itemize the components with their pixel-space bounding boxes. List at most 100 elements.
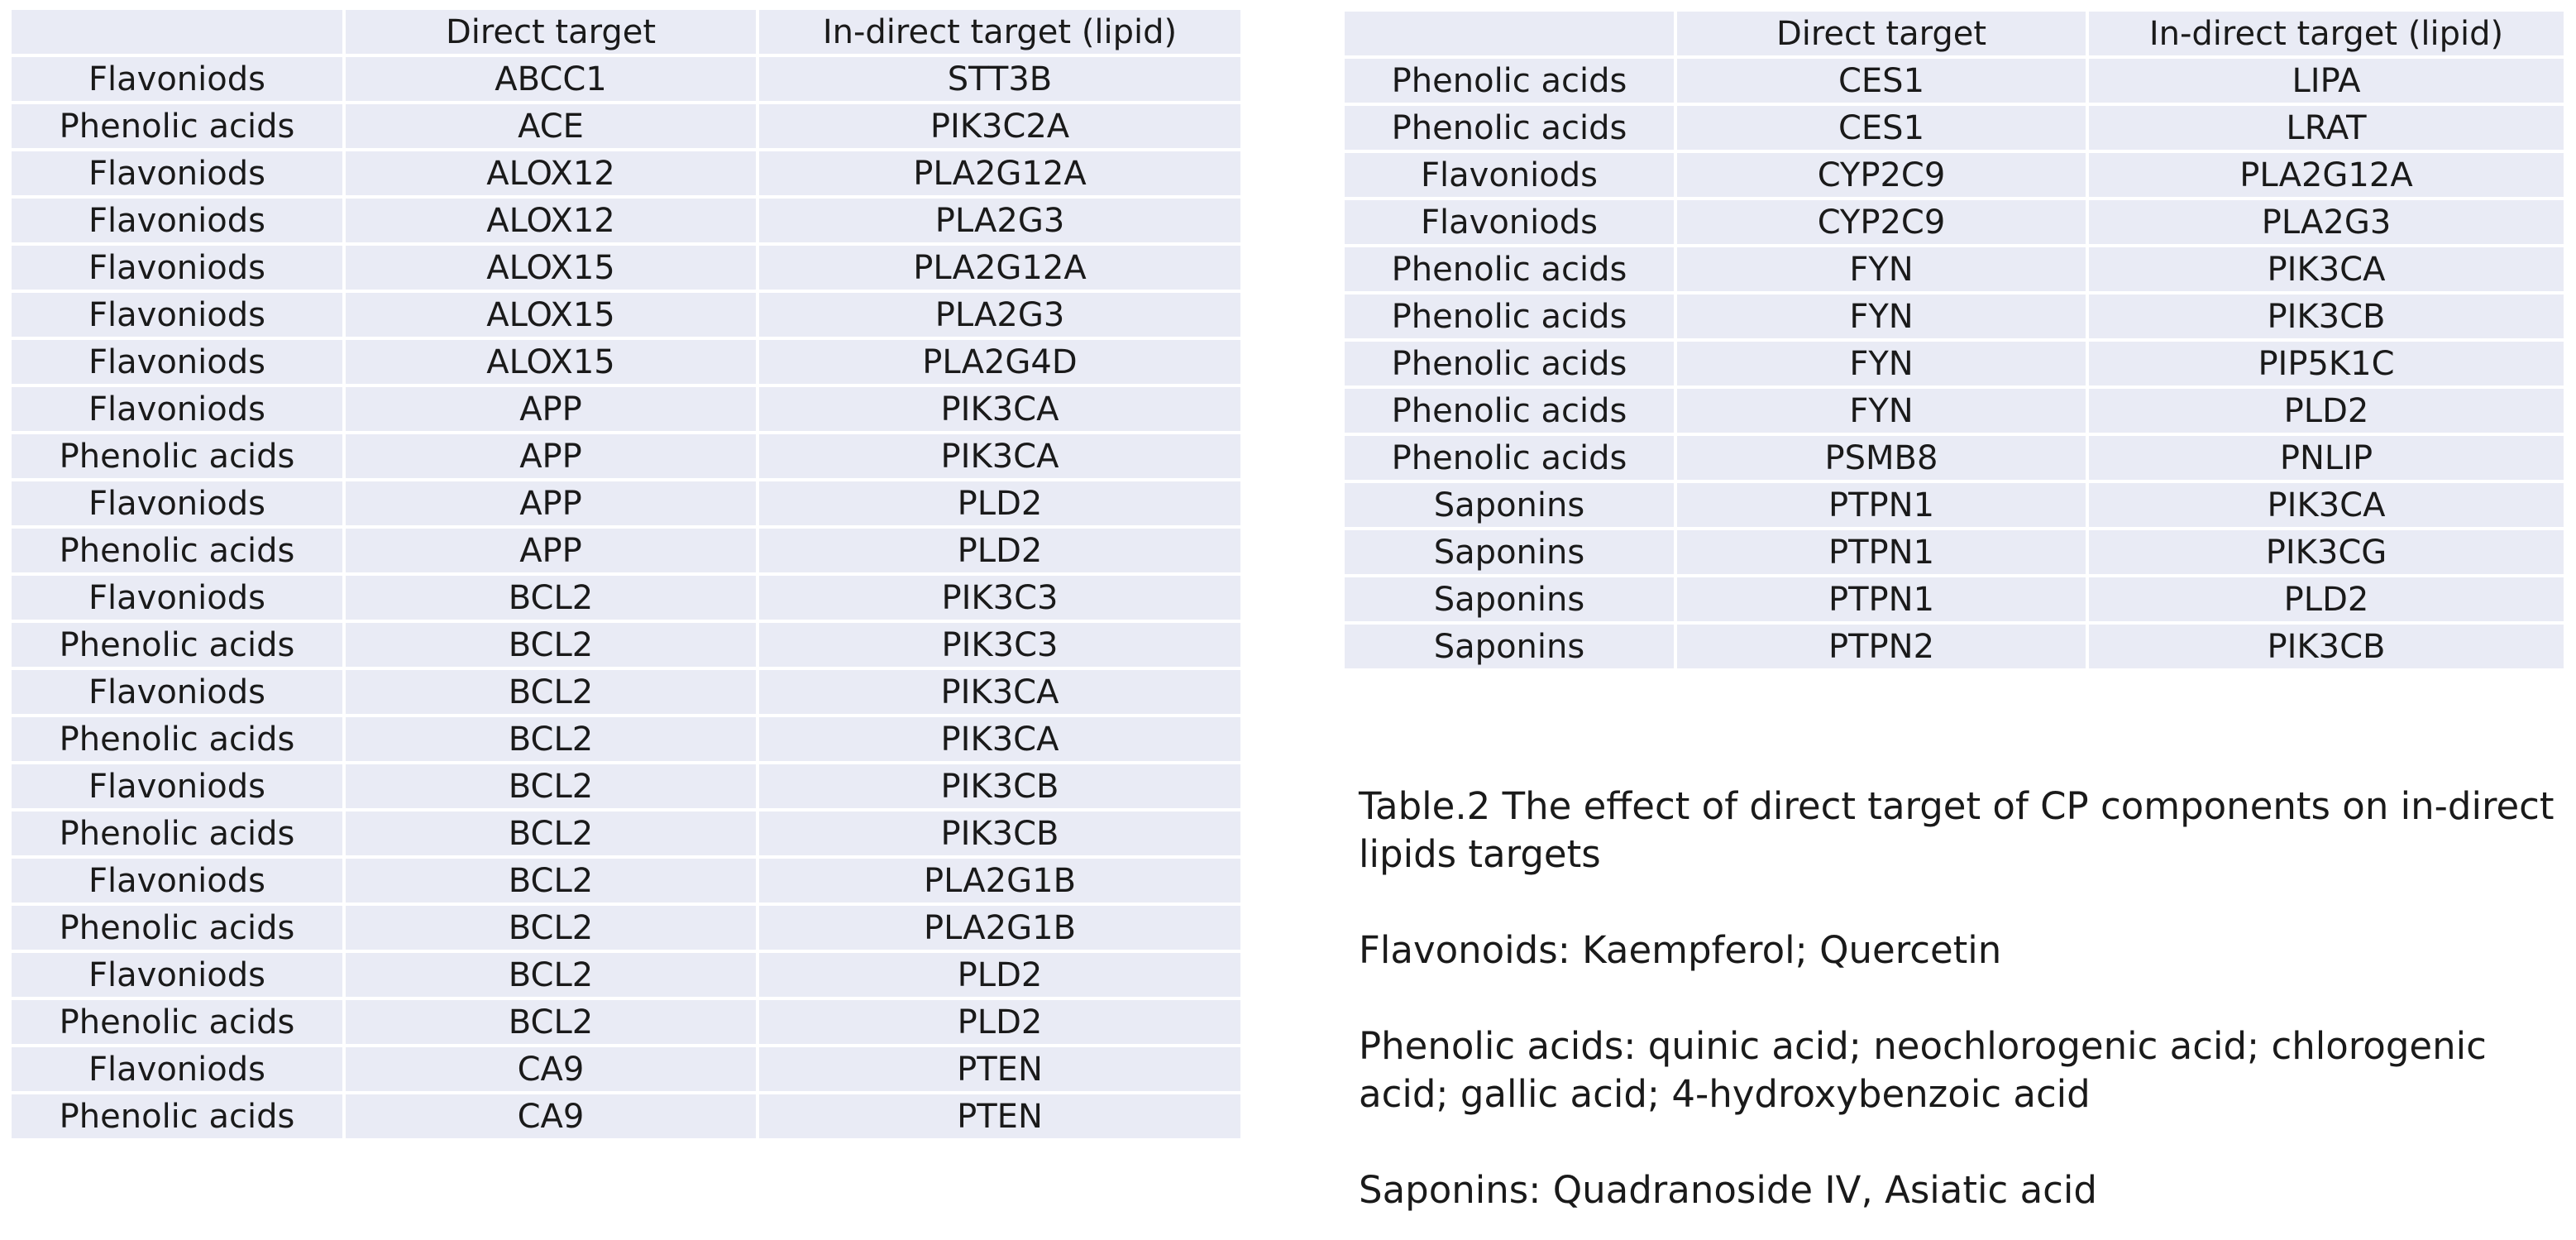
- component-cell: Saponins: [1341, 574, 1677, 625]
- component-cell: Phenolic acids: [1341, 103, 1677, 153]
- component-cell: Phenolic acids: [1341, 433, 1677, 483]
- table-row: Phenolic acids FYN PLD2: [1341, 385, 2567, 436]
- indirect-target-cell: PIP5K1C: [2086, 338, 2567, 389]
- table-row: Flavoniods BCL2 PLD2: [8, 950, 1244, 1000]
- table-row: Flavoniods APP PIK3CA: [8, 384, 1244, 434]
- table-row: Phenolic acids ACE PIK3C2A: [8, 101, 1244, 151]
- component-cell: Flavoniods: [8, 242, 346, 293]
- table-row: Flavoniods ALOX12 PLA2G12A: [8, 148, 1244, 199]
- indirect-target-cell: PIK3CA: [756, 384, 1244, 434]
- direct-target-cell: FYN: [1674, 385, 2089, 436]
- direct-target-cell: BCL2: [342, 902, 759, 953]
- direct-target-cell: ALOX15: [342, 337, 759, 387]
- component-cell: Phenolic acids: [1341, 385, 1677, 436]
- direct-target-cell: APP: [342, 525, 759, 576]
- table-row: Phenolic acids BCL2 PIK3C3: [8, 620, 1244, 670]
- component-cell: Saponins: [1341, 480, 1677, 530]
- direct-target-cell: BCL2: [342, 950, 759, 1000]
- component-cell: Flavoniods: [8, 195, 346, 246]
- component-cell: Flavoniods: [8, 572, 346, 623]
- table-row: Phenolic acids BCL2 PIK3CA: [8, 714, 1244, 764]
- component-cell: Flavoniods: [8, 478, 346, 529]
- table-row: Phenolic acids CES1 LIPA: [1341, 55, 2567, 106]
- table-row: Flavoniods BCL2 PIK3CA: [8, 667, 1244, 717]
- component-cell: Flavoniods: [8, 950, 346, 1000]
- indirect-target-cell: PLA2G12A: [2086, 150, 2567, 200]
- direct-target-cell: PTPN1: [1674, 480, 2089, 530]
- direct-target-cell: BCL2: [342, 997, 759, 1047]
- component-cell: Flavoniods: [1341, 197, 1677, 247]
- indirect-target-cell: PIK3CA: [2086, 480, 2567, 530]
- indirect-target-cell: PLD2: [756, 997, 1244, 1047]
- indirect-target-cell: PLD2: [2086, 574, 2567, 625]
- direct-target-cell: FYN: [1674, 244, 2089, 294]
- indirect-target-cell: LIPA: [2086, 55, 2567, 106]
- component-cell: Flavoniods: [8, 855, 346, 906]
- component-cell: Flavoniods: [8, 384, 346, 434]
- direct-target-cell: BCL2: [342, 808, 759, 859]
- indirect-target-cell: PIK3CB: [756, 808, 1244, 859]
- component-cell: Flavoniods: [8, 148, 346, 199]
- direct-target-cell: ALOX15: [342, 290, 759, 340]
- table-row: Flavoniods ALOX12 PLA2G3: [8, 195, 1244, 246]
- table-row: Flavoniods ALOX15 PLA2G12A: [8, 242, 1244, 293]
- indirect-target-cell: PTEN: [756, 1044, 1244, 1094]
- column-header: Direct target: [342, 7, 759, 57]
- indirect-target-cell: PLD2: [756, 478, 1244, 529]
- direct-target-cell: BCL2: [342, 620, 759, 670]
- direct-target-cell: FYN: [1674, 338, 2089, 389]
- table-row: Phenolic acids BCL2 PLD2: [8, 997, 1244, 1047]
- indirect-target-cell: PLA2G3: [2086, 197, 2567, 247]
- table-row: Saponins PTPN1 PIK3CA: [1341, 480, 2567, 530]
- direct-target-cell: PTPN1: [1674, 574, 2089, 625]
- table-row: Flavoniods CYP2C9 PLA2G3: [1341, 197, 2567, 247]
- indirect-target-cell: PIK3CA: [2086, 244, 2567, 294]
- component-cell: Flavoniods: [1341, 150, 1677, 200]
- component-cell: Phenolic acids: [8, 620, 346, 670]
- table-caption: Table.2 The effect of direct target of C…: [1359, 783, 2558, 1214]
- direct-target-cell: BCL2: [342, 855, 759, 906]
- column-header: In-direct target (lipid): [756, 7, 1244, 57]
- table-row: Phenolic acids FYN PIP5K1C: [1341, 338, 2567, 389]
- direct-target-cell: CYP2C9: [1674, 150, 2089, 200]
- caption-saponins: Saponins: Quadranoside IV, Asiatic acid: [1359, 1168, 2097, 1212]
- direct-target-cell: BCL2: [342, 714, 759, 764]
- component-cell: Flavoniods: [8, 337, 346, 387]
- table-row: Flavoniods BCL2 PIK3C3: [8, 572, 1244, 623]
- indirect-target-cell: PIK3CB: [2086, 621, 2567, 672]
- indirect-target-cell: LRAT: [2086, 103, 2567, 153]
- component-cell: Phenolic acids: [8, 101, 346, 151]
- table-row: Flavoniods APP PLD2: [8, 478, 1244, 529]
- table-row: Phenolic acids CA9 PTEN: [8, 1091, 1244, 1142]
- component-cell: Phenolic acids: [8, 714, 346, 764]
- caption-phenolic-acids: Phenolic acids: quinic acid; neochloroge…: [1359, 1024, 2487, 1116]
- indirect-target-cell: PIK3C3: [756, 572, 1244, 623]
- indirect-target-cell: PLA2G3: [756, 290, 1244, 340]
- component-cell: Saponins: [1341, 527, 1677, 577]
- table-row: Flavoniods BCL2 PIK3CB: [8, 761, 1244, 812]
- column-header: [1341, 8, 1677, 59]
- table-row: Phenolic acids BCL2 PLA2G1B: [8, 902, 1244, 953]
- component-cell: Phenolic acids: [8, 997, 346, 1047]
- component-cell: Flavoniods: [8, 761, 346, 812]
- table-row: Phenolic acids BCL2 PIK3CB: [8, 808, 1244, 859]
- table-row: Phenolic acids APP PIK3CA: [8, 431, 1244, 481]
- component-cell: Phenolic acids: [8, 1091, 346, 1142]
- table-row: Phenolic acids APP PLD2: [8, 525, 1244, 576]
- component-cell: Flavoniods: [8, 1044, 346, 1094]
- direct-target-cell: BCL2: [342, 667, 759, 717]
- table-row: Saponins PTPN2 PIK3CB: [1341, 621, 2567, 672]
- indirect-target-cell: PLA2G3: [756, 195, 1244, 246]
- component-cell: Flavoniods: [8, 667, 346, 717]
- component-cell: Phenolic acids: [8, 431, 346, 481]
- component-cell: Flavoniods: [8, 54, 346, 104]
- direct-target-cell: APP: [342, 431, 759, 481]
- direct-target-cell: PTPN2: [1674, 621, 2089, 672]
- indirect-target-cell: PLA2G12A: [756, 148, 1244, 199]
- indirect-target-cell: PTEN: [756, 1091, 1244, 1142]
- direct-target-cell: FYN: [1674, 291, 2089, 342]
- column-header: In-direct target (lipid): [2086, 8, 2567, 59]
- table-header-row: Direct target In-direct target (lipid): [8, 7, 1244, 57]
- component-cell: Phenolic acids: [1341, 55, 1677, 106]
- component-cell: Phenolic acids: [1341, 338, 1677, 389]
